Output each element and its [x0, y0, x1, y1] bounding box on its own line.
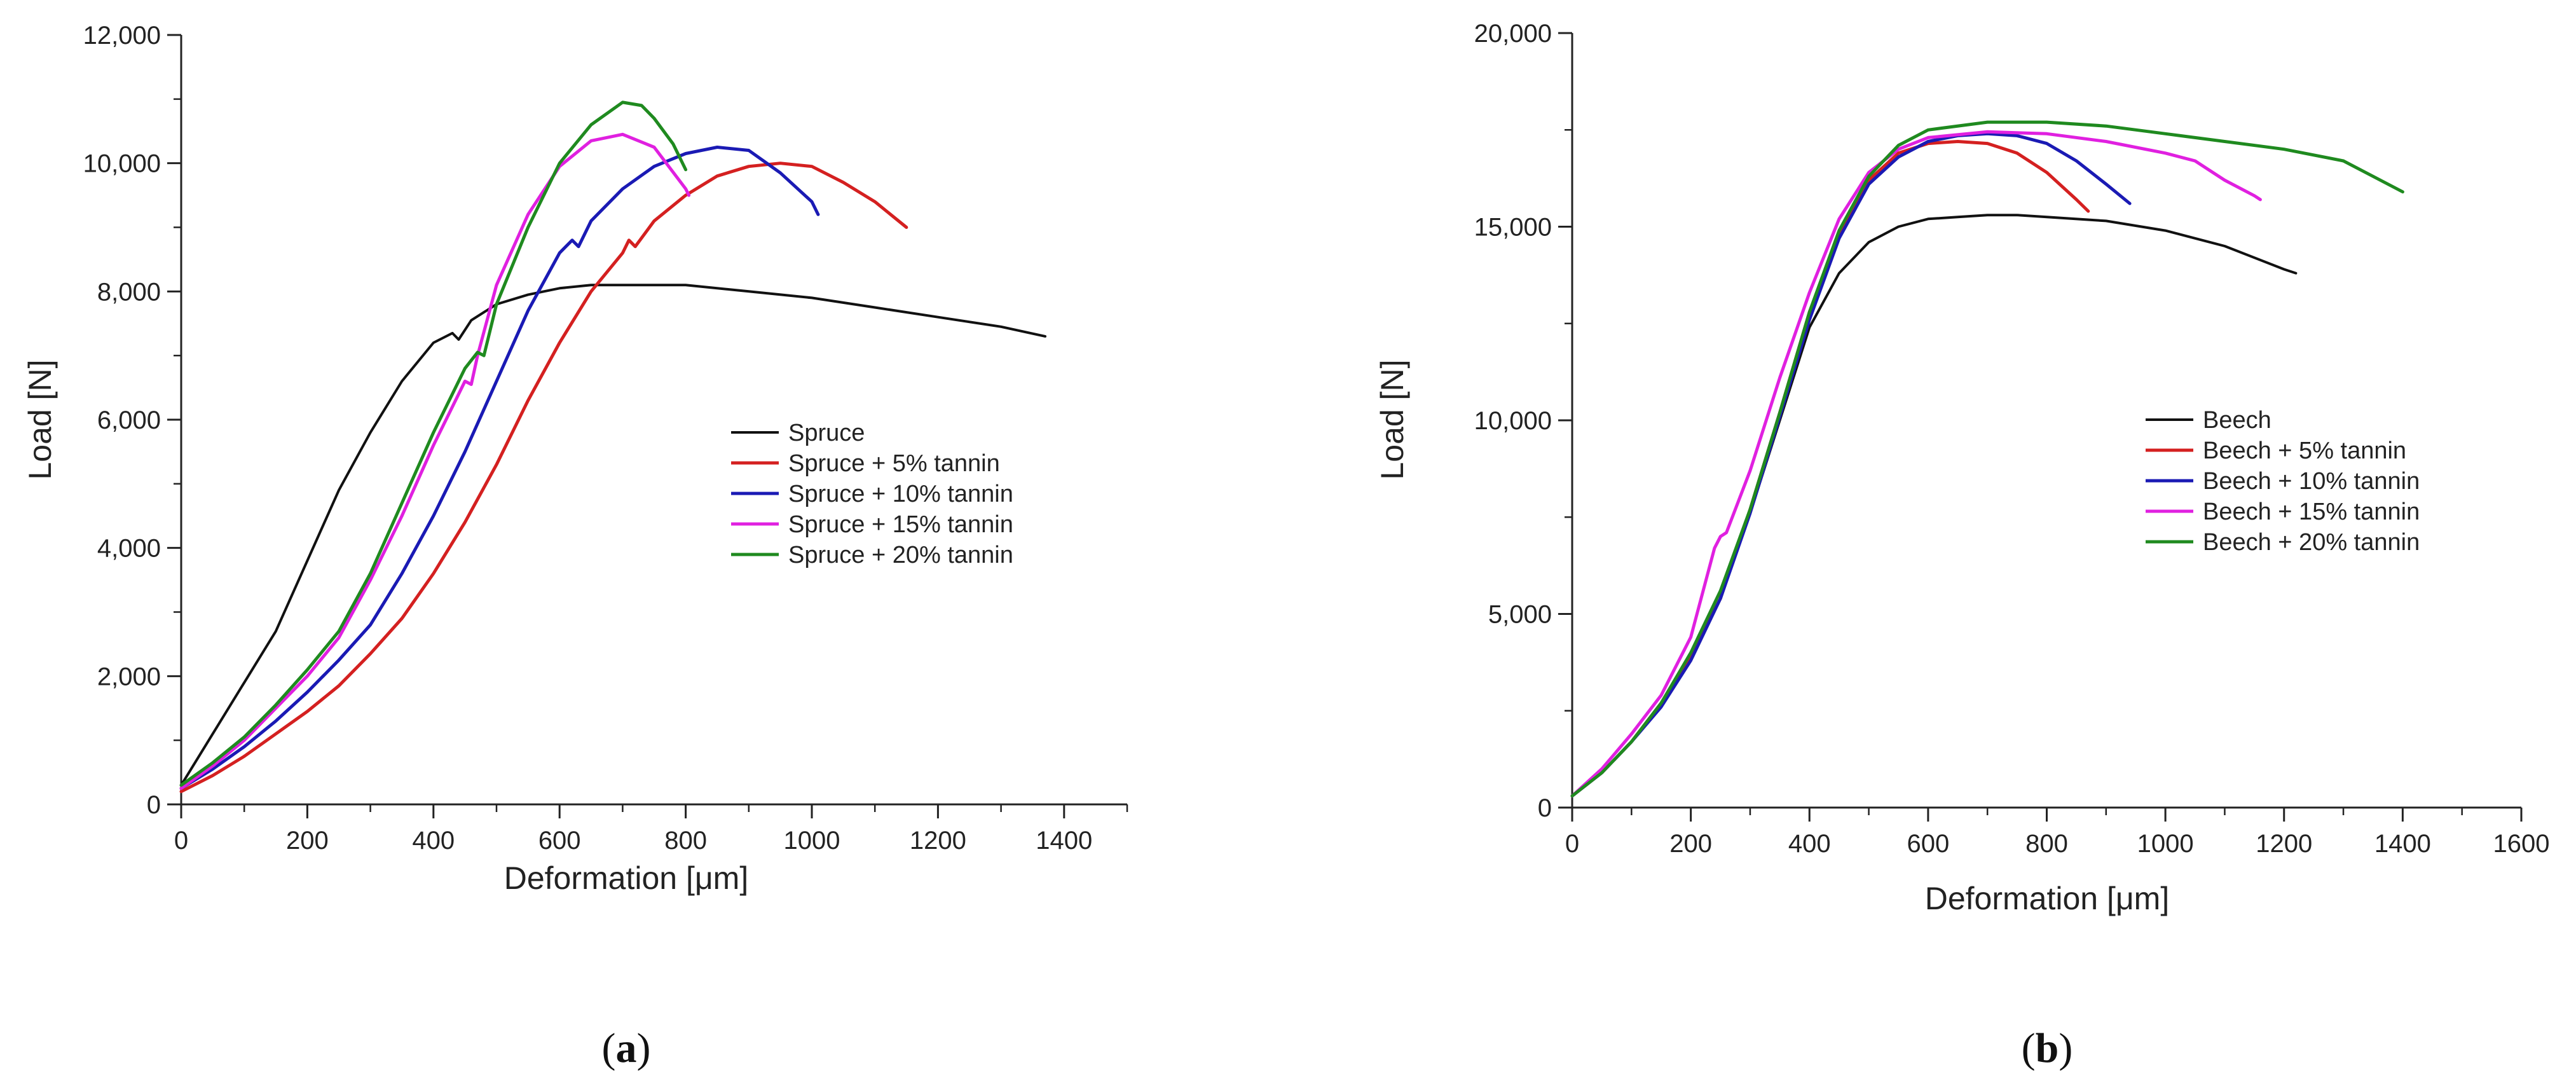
y-tick-label: 5,000 — [1488, 601, 1552, 629]
series-line-3 — [1570, 132, 2132, 798]
x-tick-label: 600 — [1907, 830, 1950, 858]
series-line-4 — [1570, 130, 2262, 798]
series-line-5 — [1570, 120, 2404, 798]
x-tick-label: 1600 — [2493, 830, 2550, 858]
series-line-1 — [180, 284, 1046, 787]
y-tick-label: 12,000 — [83, 22, 161, 50]
legend-label: Beech + 15% tannin — [2203, 499, 2420, 525]
x-tick-label: 1000 — [2137, 830, 2194, 858]
legend-label: Spruce + 20% tannin — [788, 542, 1013, 568]
y-tick-label: 10,000 — [83, 150, 161, 178]
y-tick-label: 2,000 — [97, 663, 161, 691]
y-tick-label: 20,000 — [1474, 20, 1552, 48]
panel-label-close: ) — [2059, 1025, 2072, 1071]
panel-label-letter: b — [2036, 1025, 2059, 1071]
legend-label: Beech — [2203, 407, 2271, 434]
y-tick-label: 0 — [147, 791, 161, 819]
x-tick-label: 400 — [412, 827, 455, 855]
x-tick-label: 1200 — [910, 827, 966, 855]
legend-label: Spruce + 10% tannin — [788, 481, 1013, 507]
chart-panel-b: 0 200 400 600 800 1000 1200 1400 1600 0 5,000 10,00… — [1374, 20, 2549, 1071]
x-tick-label: 800 — [2025, 830, 2068, 858]
panel-label-open: ( — [2022, 1025, 2036, 1071]
x-tick-label: 1200 — [2256, 830, 2312, 858]
series-line-1 — [1571, 214, 2298, 797]
x-tick-label: 1400 — [1036, 827, 1092, 855]
legend-label: Spruce + 15% tannin — [788, 511, 1013, 538]
x-tick-label: 1400 — [2374, 830, 2431, 858]
y-tick-label: 4,000 — [97, 535, 161, 563]
y-tick-label: 6,000 — [97, 406, 161, 434]
x-tick-label: 200 — [286, 827, 329, 855]
x-axis-title: Deformation [μm] — [1925, 881, 2169, 916]
x-tick-label: 400 — [1788, 830, 1831, 858]
x-tick-label: 0 — [174, 827, 188, 855]
legend-label: Beech + 5% tannin — [2203, 437, 2406, 464]
y-tick-label: 10,000 — [1474, 407, 1552, 435]
x-tick-label: 1000 — [784, 827, 840, 855]
y-tick-label: 8,000 — [97, 278, 161, 306]
y-tick-label: 15,000 — [1474, 214, 1552, 242]
x-tick-label: 0 — [1565, 830, 1579, 858]
chart-panel-a: 0 200 400 600 800 1000 1200 1400 0 2,000 4,000 6,00… — [22, 22, 1128, 1071]
series-line-2 — [179, 162, 908, 794]
legend-label: Spruce + 5% tannin — [788, 450, 1000, 477]
y-axis-title: Load [N] — [1374, 359, 1410, 479]
y-axis-title: Load [N] — [22, 359, 58, 479]
legend-label: Spruce — [788, 420, 865, 446]
x-tick-label: 600 — [538, 827, 581, 855]
panel-label-open: ( — [602, 1025, 616, 1071]
legend-label: Beech + 10% tannin — [2203, 468, 2420, 495]
series-line-3 — [179, 146, 820, 790]
series-line-5 — [179, 100, 688, 787]
legend-label: Beech + 20% tannin — [2203, 529, 2420, 556]
series-line-4 — [179, 132, 691, 790]
panel-label-a: (a) — [602, 1025, 651, 1071]
x-axis-title: Deformation [μm] — [504, 860, 748, 896]
x-tick-label: 200 — [1669, 830, 1712, 858]
x-tick-label: 800 — [664, 827, 707, 855]
panel-label-close: ) — [637, 1025, 651, 1071]
panel-label-letter: a — [616, 1025, 637, 1071]
panel-label-b: (b) — [2022, 1025, 2073, 1071]
y-tick-label: 0 — [1538, 794, 1552, 822]
